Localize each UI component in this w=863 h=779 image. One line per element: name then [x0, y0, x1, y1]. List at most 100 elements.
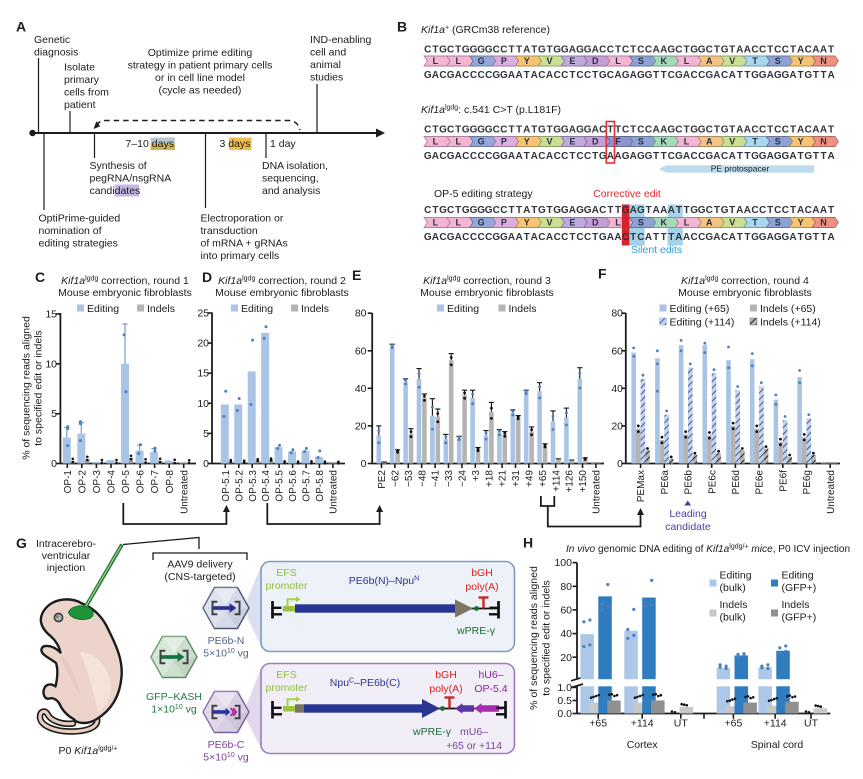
- svg-text:PE6c: PE6c: [707, 470, 718, 494]
- svg-text:Mouse embryonic fibroblasts: Mouse embryonic fibroblasts: [58, 287, 192, 299]
- svg-text:(bulk): (bulk): [720, 612, 746, 624]
- svg-text:80: 80: [355, 308, 367, 320]
- svg-text:40: 40: [355, 383, 367, 395]
- svg-text:Kif1algdg correction, round 4: Kif1algdg correction, round 4: [681, 275, 809, 287]
- svg-text:GACGACCCCGGAATACACCTCCTGAACTCA: GACGACCCCGGAATACACCTCCTGAACTCATTTAACCGAC…: [424, 232, 835, 243]
- svg-text:Editing: Editing: [447, 303, 479, 315]
- svg-text:OP-4: OP-4: [107, 470, 118, 494]
- svg-text:candidate: candidate: [665, 521, 711, 533]
- svg-text:+21: +21: [498, 470, 509, 487]
- svg-text:40: 40: [560, 628, 572, 640]
- svg-text:PE6b: PE6b: [684, 470, 695, 495]
- svg-text:+114: +114: [551, 470, 562, 492]
- svg-text:3 days: 3 days: [220, 138, 251, 150]
- svg-text:GFP–KASH: GFP–KASH: [146, 691, 202, 703]
- svg-text:+49: +49: [525, 470, 536, 487]
- svg-text:100: 100: [554, 557, 572, 569]
- svg-text:PE6b-C: PE6b-C: [208, 739, 245, 751]
- svg-text:OP-2: OP-2: [77, 470, 88, 494]
- svg-text:EFS: EFS: [276, 669, 296, 681]
- svg-text:C: C: [35, 269, 45, 285]
- svg-text:20: 20: [197, 338, 209, 350]
- svg-text:Kif1algdg: c.541 C>T (p.L181F): Kif1algdg: c.541 C>T (p.L181F): [421, 104, 561, 116]
- svg-text:10: 10: [45, 358, 57, 370]
- svg-text:cell and: cell and: [310, 47, 346, 59]
- svg-text:Editing (+114): Editing (+114): [670, 317, 735, 329]
- svg-text:OptiPrime-guided: OptiPrime-guided: [39, 213, 121, 225]
- svg-text:primary: primary: [64, 74, 100, 86]
- svg-text:DNA isolation,: DNA isolation,: [262, 160, 328, 172]
- svg-text:Intracerebro-: Intracerebro-: [36, 538, 97, 550]
- svg-text:PEMax: PEMax: [636, 470, 647, 502]
- svg-text:Kif1algdg correction, round 1: Kif1algdg correction, round 1: [61, 275, 189, 287]
- svg-text:5: 5: [51, 408, 57, 420]
- svg-text:7–10 days: 7–10 days: [126, 138, 174, 150]
- svg-text:+65 or +114: +65 or +114: [446, 740, 502, 752]
- svg-text:sequencing,: sequencing,: [262, 173, 319, 185]
- svg-text:Editing: Editing: [782, 570, 814, 582]
- svg-text:+65: +65: [538, 470, 549, 487]
- svg-text:to specified edit or indels: to specified edit or indels: [541, 580, 553, 696]
- svg-text:60: 60: [611, 345, 623, 357]
- svg-text:Silent edits: Silent edits: [631, 244, 682, 256]
- svg-text:OP-5.1: OP-5.1: [221, 470, 232, 502]
- svg-text:Corrective edit: Corrective edit: [593, 188, 661, 200]
- svg-text:Editing: Editing: [87, 303, 119, 315]
- svg-text:Mouse embryonic fibroblasts: Mouse embryonic fibroblasts: [215, 287, 349, 299]
- svg-text:Indels: Indels: [509, 303, 537, 315]
- svg-text:Kif1algdg correction, round 3: Kif1algdg correction, round 3: [423, 275, 551, 287]
- svg-text:20: 20: [560, 652, 572, 664]
- svg-text:Editing: Editing: [720, 570, 752, 582]
- svg-text:Untreated: Untreated: [826, 470, 837, 514]
- svg-text:GACGACCCCGGAATACACCTCCTGAAGAGG: GACGACCCCGGAATACACCTCCTGAAGAGGTTCGACCGAC…: [424, 151, 835, 162]
- svg-text:60: 60: [355, 345, 367, 357]
- svg-text:E: E: [352, 267, 361, 283]
- svg-text:−53: −53: [404, 470, 415, 487]
- svg-text:Mouse embryonic fibroblasts: Mouse embryonic fibroblasts: [420, 287, 554, 299]
- svg-text:15: 15: [197, 368, 209, 380]
- svg-text:1.0: 1.0: [557, 682, 572, 694]
- svg-text:60: 60: [560, 604, 572, 616]
- svg-text:or in cell line model: or in cell line model: [155, 72, 245, 84]
- svg-text:(cycle as needed): (cycle as needed): [159, 85, 242, 97]
- svg-text:1×1010 vg: 1×1010 vg: [151, 704, 197, 716]
- svg-text:Editing: Editing: [241, 303, 273, 315]
- svg-text:patient: patient: [64, 99, 96, 111]
- svg-text:CTGCTGGGGCCTTATGTGGAGGACCTCTCC: CTGCTGGGGCCTTATGTGGAGGACCTCTCCAAGCTGGCTG…: [424, 45, 834, 56]
- svg-text:OP-5.5: OP-5.5: [275, 470, 286, 502]
- svg-text:A: A: [16, 19, 26, 35]
- svg-text:Isolate: Isolate: [64, 62, 95, 74]
- svg-text:NpuC–PE6b(C): NpuC–PE6b(C): [330, 677, 400, 689]
- svg-text:% of sequencing reads aligned: % of sequencing reads aligned: [21, 316, 33, 460]
- svg-text:wPRE-γ: wPRE-γ: [412, 726, 452, 738]
- svg-text:PE protospacer: PE protospacer: [711, 164, 770, 174]
- svg-text:OP-5: OP-5: [121, 470, 132, 494]
- svg-text:wPRE-γ: wPRE-γ: [456, 625, 496, 637]
- svg-text:Indels (+65): Indels (+65): [760, 303, 816, 315]
- svg-text:bGH: bGH: [471, 567, 493, 579]
- svg-text:B: B: [397, 19, 407, 35]
- svg-text:diagnosis: diagnosis: [34, 47, 78, 59]
- svg-text:−33: −33: [444, 470, 455, 487]
- svg-text:1 day: 1 day: [270, 138, 296, 150]
- svg-text:Spinal cord: Spinal cord: [751, 739, 804, 751]
- svg-text:into primary cells: into primary cells: [201, 250, 280, 262]
- svg-text:−24: −24: [458, 470, 469, 487]
- svg-text:+150: +150: [578, 470, 589, 493]
- svg-text:Synthesis of: Synthesis of: [90, 160, 147, 172]
- svg-text:Untreated: Untreated: [592, 470, 603, 514]
- svg-text:25: 25: [197, 308, 209, 320]
- svg-text:(CNS-targeted): (CNS-targeted): [164, 571, 235, 583]
- svg-text:UT: UT: [804, 718, 819, 730]
- svg-text:0: 0: [203, 458, 209, 470]
- svg-text:Indels: Indels: [720, 599, 748, 611]
- svg-text:OP-1: OP-1: [63, 470, 74, 494]
- svg-text:strategy in patient primary ce: strategy in patient primary cells: [128, 60, 273, 72]
- svg-text:candidates: candidates: [90, 185, 141, 197]
- svg-text:IND-enabling: IND-enabling: [310, 34, 371, 46]
- svg-text:5×1010 vg: 5×1010 vg: [203, 752, 249, 764]
- svg-text:+31: +31: [511, 470, 522, 487]
- svg-text:G: G: [16, 535, 27, 551]
- svg-text:Kif1a+ (GRCm38 reference): Kif1a+ (GRCm38 reference): [421, 24, 550, 36]
- svg-text:0.0: 0.0: [557, 708, 572, 720]
